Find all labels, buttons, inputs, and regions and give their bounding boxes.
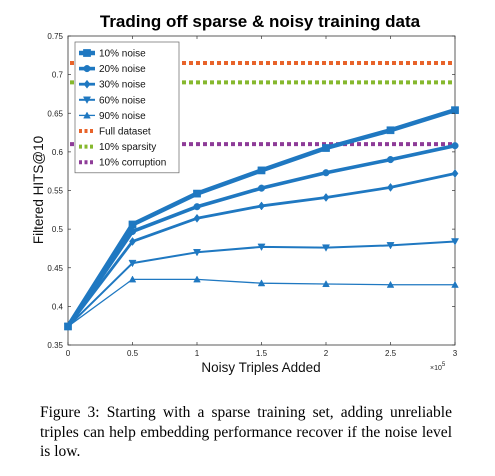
x-tick-label: 1.5 <box>256 349 268 358</box>
legend-item-full-dataset: Full dataset <box>79 127 151 138</box>
legend-item-90pct-noise: 90% noise <box>79 111 146 122</box>
data-point <box>64 322 72 330</box>
data-point <box>451 142 459 150</box>
y-tick-label: 0.75 <box>47 32 63 41</box>
chart: Trading off sparse & noisy training data… <box>31 12 460 375</box>
data-point <box>193 203 201 211</box>
data-point <box>193 213 201 223</box>
legend-item-30pct-noise: 30% noise <box>79 80 146 91</box>
data-point <box>257 184 266 192</box>
data-point <box>386 156 395 164</box>
data-point <box>321 244 331 252</box>
x-tick-label: 0 <box>66 349 71 358</box>
y-axis-label: Filtered HITS@10 <box>31 136 46 244</box>
legend-marker <box>83 111 91 119</box>
legend-item-10pct-sparsity: 10% sparsity <box>79 142 156 153</box>
data-point <box>322 193 330 202</box>
legend-item-60pct-noise: 60% noise <box>79 95 146 106</box>
y-tick-label: 0.45 <box>47 264 63 273</box>
data-point <box>257 279 266 287</box>
y-tick-label: 0.35 <box>47 341 63 350</box>
legend-marker <box>82 96 92 104</box>
chart-title: Trading off sparse & noisy training data <box>100 12 421 31</box>
x-tick-label: 2 <box>324 349 329 358</box>
legend-marker <box>83 79 91 89</box>
y-tick-label: 0.7 <box>52 71 64 80</box>
series-group <box>63 106 460 331</box>
data-point <box>258 201 265 211</box>
data-point <box>193 189 201 198</box>
data-point <box>387 182 394 192</box>
figure-caption: Figure 3: Starting with a sparse trainin… <box>40 404 452 460</box>
data-point <box>322 280 330 288</box>
legend-label: Full dataset <box>99 127 151 138</box>
data-point <box>450 238 460 246</box>
legend-label: 20% noise <box>99 64 146 75</box>
data-point <box>128 275 137 283</box>
x-tick-label: 0.5 <box>127 349 139 358</box>
series-30pct-noise <box>64 169 459 331</box>
data-point <box>451 106 459 115</box>
legend-label: 60% noise <box>99 95 146 106</box>
series-10pct-noise <box>64 106 459 331</box>
x-axis-label: Noisy Triples Added <box>201 360 320 375</box>
legend-item-10pct-noise: 10% noise <box>79 49 146 60</box>
x-tick-label: 2.5 <box>385 349 397 358</box>
x-tick-label: 1 <box>195 349 200 358</box>
data-point <box>451 280 459 288</box>
legend-item-10pct-corruption: 10% corruption <box>79 158 166 169</box>
legend-label: 10% sparsity <box>99 142 156 153</box>
x-exponent-label: ×105 <box>430 362 446 372</box>
y-tick-label: 0.6 <box>52 148 64 157</box>
y-tick-label: 0.55 <box>47 187 63 196</box>
y-axis: 0.35 0.4 0.45 0.5 0.55 0.6 0.65 0.7 0.75 <box>47 32 455 350</box>
legend-label: 90% noise <box>99 111 146 122</box>
data-point <box>193 275 201 283</box>
data-point <box>257 243 266 252</box>
data-point <box>451 169 459 178</box>
data-point <box>257 166 266 175</box>
legend-label: 10% noise <box>99 49 146 60</box>
y-tick-label: 0.65 <box>47 109 63 118</box>
series-90pct-noise <box>64 275 459 330</box>
series-60pct-noise <box>63 238 460 331</box>
legend-box <box>74 41 180 174</box>
legend-marker <box>83 65 91 73</box>
x-tick-label: 3 <box>453 349 458 358</box>
y-tick-label: 0.4 <box>52 302 64 311</box>
legend: 10% noise 20% noise 30% noise 60% noise 90% … <box>74 41 180 174</box>
legend-label: 30% noise <box>99 80 146 91</box>
data-point <box>322 144 330 152</box>
data-point <box>192 249 202 257</box>
y-tick-label: 0.5 <box>52 225 64 234</box>
data-point <box>322 169 330 177</box>
legend-marker <box>83 49 91 57</box>
data-point <box>129 237 136 246</box>
data-point <box>128 220 137 229</box>
data-point <box>128 259 137 268</box>
data-point <box>386 126 395 135</box>
data-point <box>386 280 395 288</box>
legend-item-20pct-noise: 20% noise <box>79 64 146 75</box>
legend-label: 10% corruption <box>99 158 166 169</box>
data-point <box>128 227 137 235</box>
data-point <box>386 242 395 250</box>
x-axis: 0 0.5 1 1.5 2 2.5 3 <box>66 36 458 358</box>
